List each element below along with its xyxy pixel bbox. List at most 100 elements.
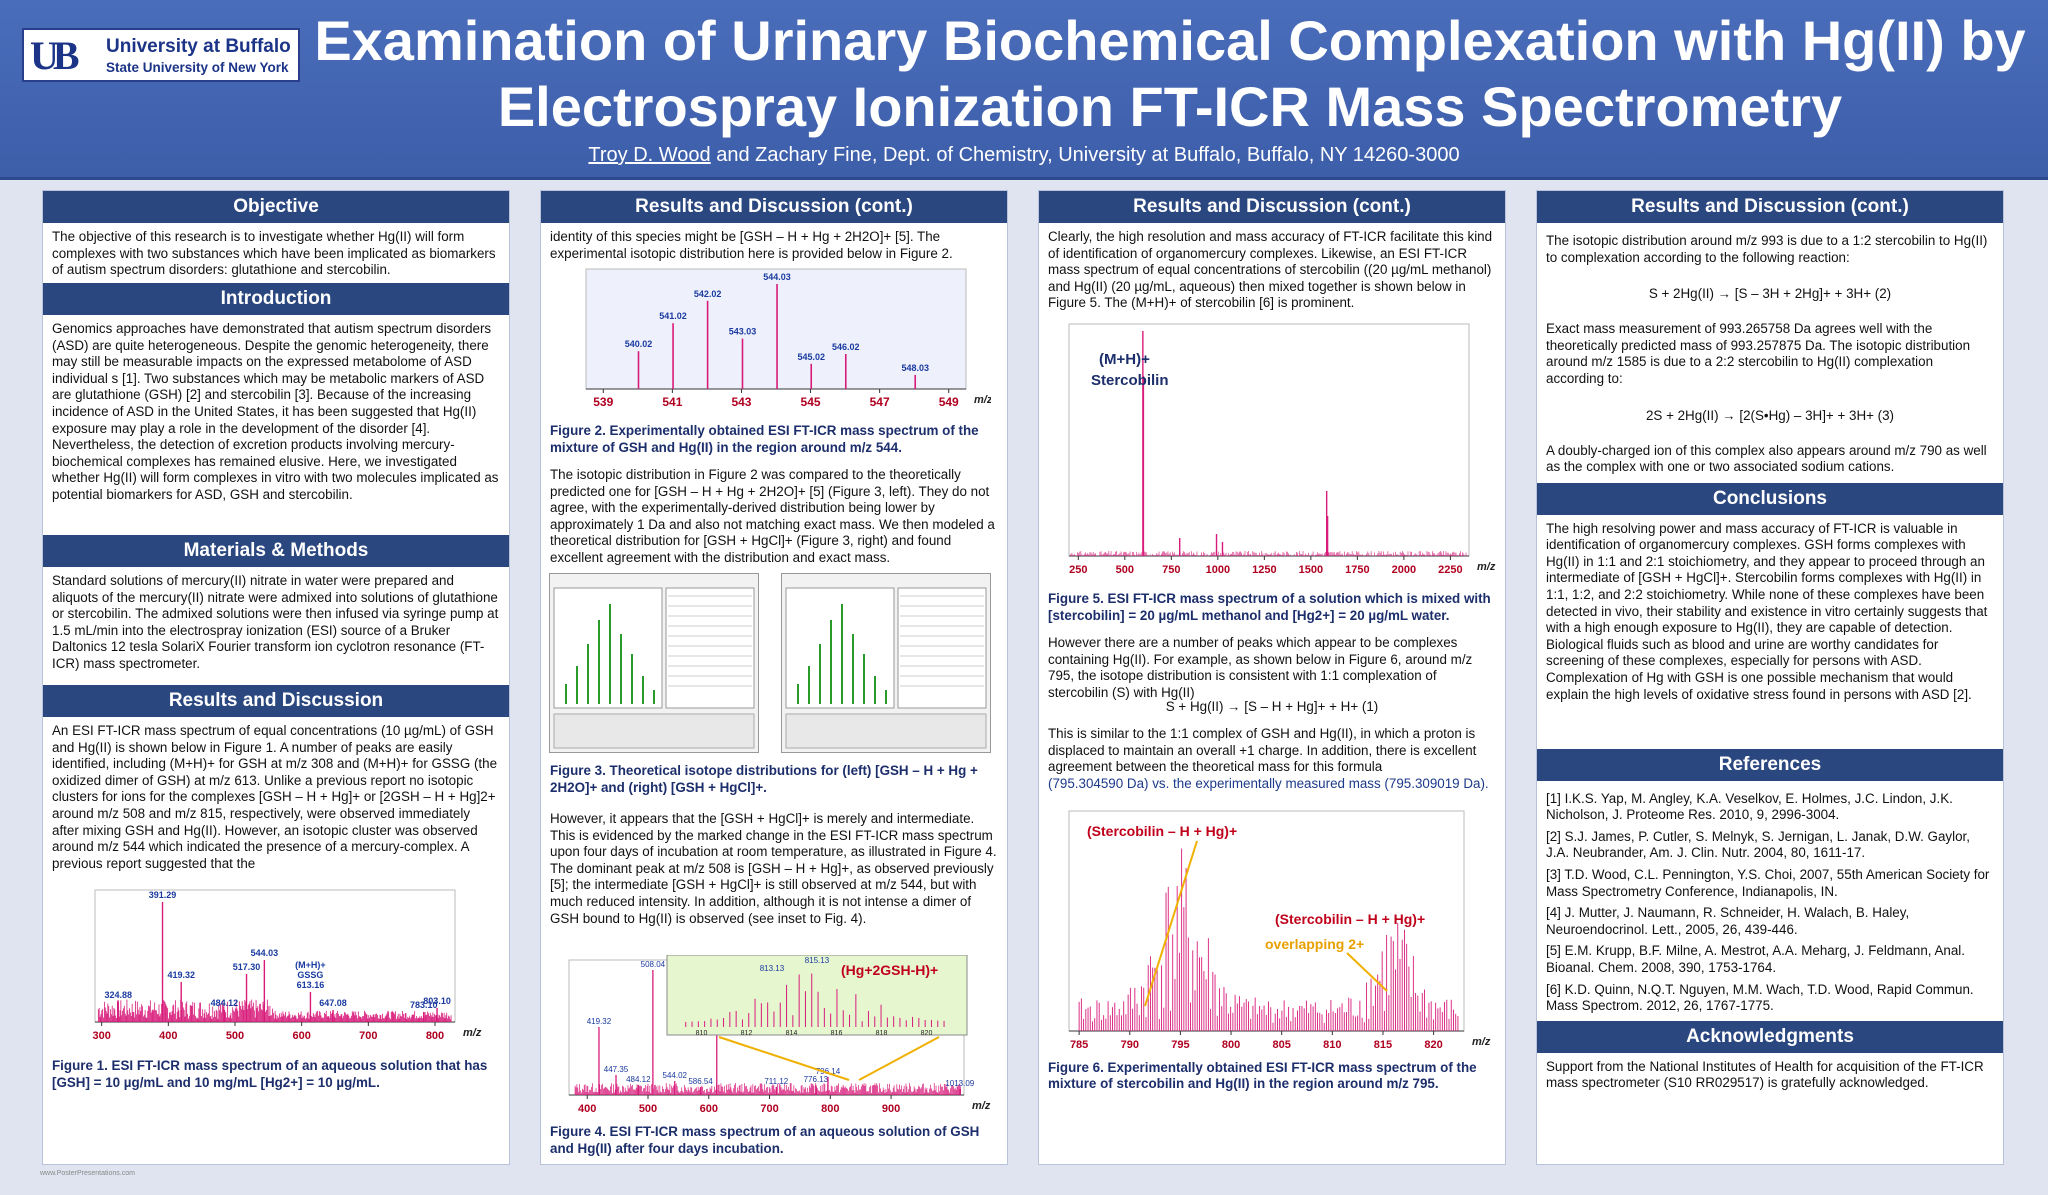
x-tick-label: 500	[639, 1103, 657, 1115]
col4-text3: A doubly-charged ion of this complex als…	[1546, 442, 1987, 475]
peak-label: 548.03	[901, 363, 929, 373]
x-tick-label: 795	[1171, 1039, 1189, 1051]
x-tick-label: 820	[1424, 1039, 1442, 1051]
x-axis-label: m/z	[972, 1100, 991, 1112]
inset-tick-label: 812	[741, 1030, 753, 1037]
objective-heading: Objective	[43, 191, 509, 223]
column-4: Results and Discussion (cont.) The isoto…	[1536, 190, 2004, 1165]
x-tick-label: 500	[226, 1030, 244, 1042]
figure-6-annotation: (Stercobilin – H + Hg)+	[1275, 911, 1425, 927]
peak-label: 419.32	[167, 970, 195, 980]
peak-label: 803.10	[423, 996, 451, 1006]
x-axis-label: m/z	[1472, 1036, 1491, 1048]
peak-label: 508.04	[641, 960, 666, 969]
x-tick-label: 545	[801, 395, 821, 409]
col3-text2: However there are a number of peaks whic…	[1048, 635, 1473, 700]
peak-label: 484.12	[626, 1075, 651, 1084]
figure-4-caption: Figure 4. ESI FT-ICR mass spectrum of an…	[550, 1124, 980, 1156]
results-heading: Results and Discussion	[43, 685, 509, 717]
x-tick-label: 800	[426, 1030, 444, 1042]
column-2: Results and Discussion (cont.) identity …	[540, 190, 1008, 1165]
x-tick-label: 1750	[1345, 564, 1369, 576]
x-tick-label: 1000	[1206, 564, 1230, 576]
inset-peak-label: 815.13	[805, 956, 830, 965]
logo-line2: State University of New York	[106, 60, 289, 75]
methods-heading: Materials & Methods	[43, 535, 509, 567]
inset-peak-label: 813.13	[760, 964, 785, 973]
plot-frame	[585, 268, 967, 390]
annotation-arrow	[1346, 952, 1388, 992]
x-axis-label: m/z	[974, 394, 991, 406]
peak-label: 484.12	[211, 998, 239, 1008]
column-3: Results and Discussion (cont.) Clearly, …	[1038, 190, 1506, 1165]
results-text: An ESI FT-ICR mass spectrum of equal con…	[52, 723, 498, 871]
x-tick-label: 400	[578, 1103, 596, 1115]
x-tick-label: 700	[359, 1030, 377, 1042]
figure-6-caption: Figure 6. Experimentally obtained ESI FT…	[1048, 1059, 1477, 1092]
inset-annotation: (Hg+2GSH-H)+	[841, 962, 938, 978]
figure-5-caption: Figure 5. ESI FT-ICR mass spectrum of a …	[1048, 591, 1491, 623]
plot-frame	[1068, 323, 1470, 557]
peak-label: 546.02	[832, 342, 860, 352]
x-tick-label: 810	[1323, 1039, 1341, 1051]
author-affiliation: and Zachary Fine, Dept. of Chemistry, Un…	[710, 144, 1460, 166]
figure-6: 785 790 795 800 805 810 815 820 m/z (Stercobilin …	[1039, 806, 1505, 1056]
col4-text1: The isotopic distribution around m/z 993…	[1546, 233, 1988, 265]
x-tick-label: 805	[1273, 1039, 1291, 1051]
results-cont-heading-2: Results and Discussion (cont.)	[541, 191, 1007, 223]
figure-1-caption: Figure 1. ESI FT-ICR mass spectrum of an…	[52, 1058, 488, 1090]
peak-label: 711.12	[764, 1077, 788, 1086]
peak-label: 613.16	[297, 980, 325, 990]
peak-label: 544.03	[251, 948, 279, 958]
figure-6-annotation: (Stercobilin – H + Hg)+	[1087, 823, 1237, 839]
plot-frame	[94, 889, 456, 1023]
figure-3-left-distribution	[553, 587, 755, 749]
figure-5-annotation: (M+H)+	[1099, 351, 1150, 368]
figure-1-spectrum: 300 400 500 600 700 800 m/z 324.88 391.29 419.32 4…	[92, 889, 482, 1042]
figure-3	[541, 573, 1007, 763]
figure-2: 539 541 543 545 547 549 m/z 540.02 541.02 542.02 5…	[541, 267, 1007, 417]
references-heading: References	[1537, 748, 2003, 781]
conclusions-heading: Conclusions	[1537, 482, 2003, 515]
x-tick-label: 750	[1162, 564, 1180, 576]
x-tick-label: 543	[731, 395, 751, 409]
results-cont-heading-3: Results and Discussion (cont.)	[1039, 191, 1505, 223]
inset-tick-label: 816	[831, 1030, 843, 1037]
peak-label: GSSG	[297, 970, 323, 980]
x-tick-label: 600	[292, 1030, 310, 1042]
ub-logo-mark: UB	[30, 33, 80, 78]
figure-6-annotation: overlapping 2+	[1265, 936, 1364, 952]
x-axis-label: m/z	[463, 1027, 482, 1039]
acknowledgments-heading: Acknowledgments	[1537, 1020, 2003, 1053]
col2-text2: The isotopic distribution in Figure 2 wa…	[550, 467, 995, 565]
equation-2: S + 2Hg(II) → [S – 3H + 2Hg]+ + 3H+ (2)	[1648, 286, 1892, 302]
x-tick-label: 900	[882, 1103, 900, 1115]
x-tick-label: 600	[700, 1103, 718, 1115]
peak-label: 586.54	[688, 1077, 713, 1086]
figure-5-spectrum: 250 500 750 1000 1250 1500 1750 2000 2250 m/z (M+H…	[1068, 323, 1496, 576]
peak-label: 783.10	[410, 1000, 438, 1010]
x-tick-label: 2250	[1438, 564, 1462, 576]
introduction-text: Genomics approaches have demonstrated th…	[52, 321, 499, 502]
x-tick-label: 700	[760, 1103, 778, 1115]
logo-line1: University at Buffalo	[106, 36, 291, 57]
x-tick-label: 500	[1116, 564, 1134, 576]
poster-header: UB University at Buffalo State Universit…	[0, 0, 2048, 180]
col2-text3: However, it appears that the [GSH + HgCl…	[550, 811, 997, 926]
references-list: [1] I.K.S. Yap, M. Angley, K.A. Veselkov…	[1537, 781, 2003, 1021]
methods-text: Standard solutions of mercury(II) nitrat…	[52, 573, 499, 671]
x-tick-label: 2000	[1392, 564, 1416, 576]
figure-3-caption: Figure 3. Theoretical isotope distributi…	[550, 763, 978, 795]
reference-item: [2] S.J. James, P. Cutler, S. Melnyk, S.…	[1546, 828, 1970, 861]
peak-label: 419.32	[587, 1017, 612, 1026]
x-tick-label: 549	[939, 395, 959, 409]
peak-label: (M+H)+	[295, 960, 326, 970]
peak-label: 545.02	[797, 352, 825, 362]
figure-6-spectrum: 785 790 795 800 805 810 815 820 m/z (Stercobilin …	[1068, 810, 1491, 1051]
inset-tick-label: 810	[696, 1030, 708, 1037]
peak-label: 324.88	[104, 990, 132, 1000]
figure-3-left-screenshot	[549, 573, 759, 753]
x-tick-label: 541	[662, 395, 682, 409]
figure-3-right-screenshot	[781, 573, 991, 753]
